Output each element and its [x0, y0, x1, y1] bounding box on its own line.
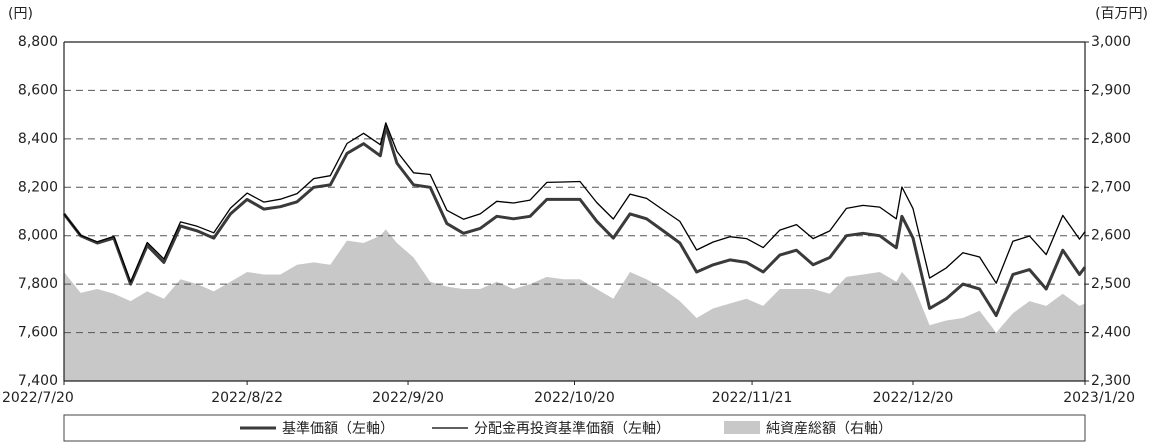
x-tick-label: 2022/11/21: [712, 390, 793, 406]
y-tick-label: 8,400: [18, 131, 58, 147]
y2-tick-label: 2,400: [1091, 325, 1131, 341]
y2-tick-label: 2,700: [1091, 179, 1131, 195]
y2-tick-label: 2,900: [1091, 82, 1131, 98]
series-line: [62, 125, 1087, 318]
y-tick-label: 7,400: [18, 373, 58, 389]
y-tick-label: 8,600: [18, 82, 58, 98]
legend-swatch: [724, 421, 760, 434]
x-tick-label: 2022/10/20: [534, 390, 615, 406]
x-tick-label: 2022/7/20: [2, 390, 74, 406]
y-tick-label: 8,800: [18, 34, 58, 50]
y-tick-label: 8,200: [18, 179, 58, 195]
legend-box: [63, 414, 1086, 442]
x-tick-label: 2023/1/20: [1063, 390, 1135, 406]
y-tick-label: 8,000: [18, 228, 58, 244]
x-tick-label: 2022/8/22: [211, 390, 283, 406]
y2-unit: (百万円): [1095, 6, 1148, 22]
y2-tick-label: 2,500: [1091, 276, 1131, 292]
x-tick-label: 2022/12/20: [873, 390, 954, 406]
legend-label: 純資産総額（右軸）: [766, 421, 892, 437]
x-tick-label: 2022/9/20: [372, 390, 444, 406]
y-unit: (円): [8, 6, 33, 22]
legend-label: 基準価額（左軸）: [282, 420, 394, 437]
y2-tick-label: 2,800: [1091, 131, 1131, 147]
y-tick-label: 7,800: [18, 276, 58, 292]
y2-tick-label: 3,000: [1091, 34, 1131, 50]
legend-label: 分配金再投資基準価額（左軸）: [474, 420, 670, 437]
y2-tick-label: 2,300: [1091, 373, 1131, 389]
area: [64, 229, 1085, 381]
y-tick-label: 7,600: [18, 325, 58, 341]
series-line: [63, 122, 1086, 284]
y2-tick-label: 2,600: [1091, 228, 1131, 244]
